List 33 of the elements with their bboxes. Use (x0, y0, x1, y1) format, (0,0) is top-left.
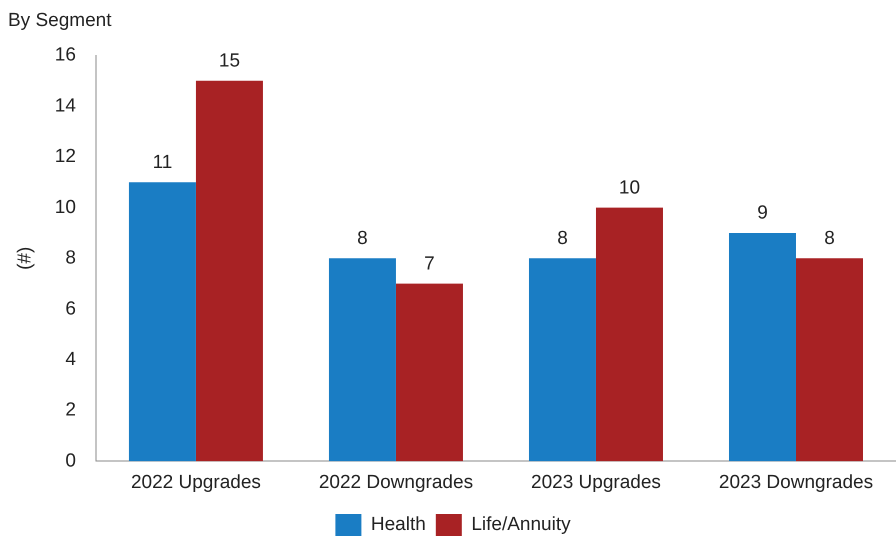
data-label: 11 (152, 152, 172, 173)
bar (396, 284, 463, 462)
data-label: 10 (618, 177, 640, 198)
y-tick-label: 4 (65, 348, 76, 370)
bar (728, 232, 796, 462)
data-label: 8 (357, 228, 368, 250)
y-tick-label: 12 (54, 146, 76, 168)
y-tick-label: 8 (65, 248, 76, 269)
x-tick-label: 2022 Downgrades (318, 472, 474, 493)
data-label: 7 (424, 253, 435, 274)
data-label: 15 (218, 50, 240, 72)
y-tick-label: 10 (54, 196, 76, 218)
y-tick-label: 16 (54, 44, 76, 66)
y-tick-label: 2 (65, 400, 76, 421)
bar (196, 80, 263, 462)
bar (128, 182, 196, 462)
bar (328, 258, 396, 462)
bar (596, 208, 663, 462)
y-axis-title: (#) (14, 246, 36, 270)
x-tick-label: 2022 Upgrades (130, 472, 261, 493)
bar (528, 258, 596, 462)
x-tick-label: 2023 Downgrades (718, 472, 874, 493)
chart-subtitle: By Segment (8, 10, 112, 32)
legend-label: Life/Annuity (471, 514, 572, 536)
x-tick-label: 2023 Upgrades (531, 472, 661, 493)
y-tick-label: 0 (65, 450, 76, 472)
data-label: 8 (557, 228, 568, 250)
data-label: 8 (824, 228, 835, 250)
legend-label: Health (370, 514, 426, 536)
y-tick-label: 14 (54, 95, 76, 116)
y-tick-label: 6 (65, 298, 76, 320)
data-label: 9 (757, 202, 768, 224)
bar (796, 258, 863, 462)
